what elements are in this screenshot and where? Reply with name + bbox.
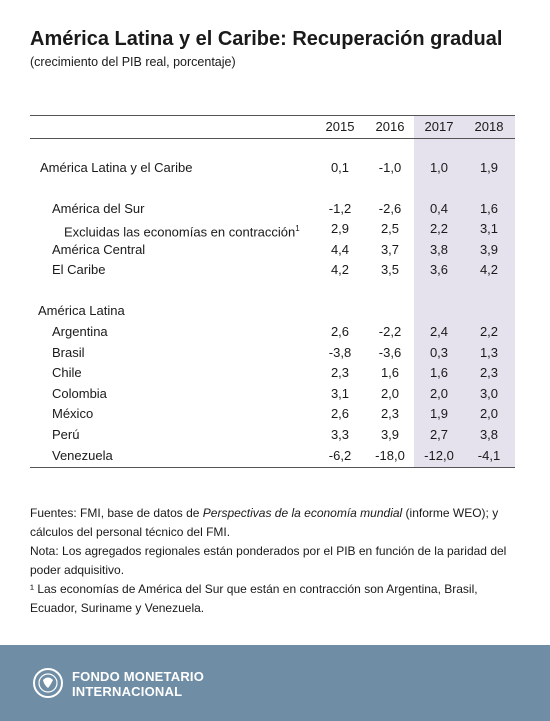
row-label-text: Venezuela [52, 448, 113, 463]
cell-value: 4,4 [330, 242, 350, 257]
cell-value: 2,0 [429, 386, 449, 401]
subtitle: (crecimiento del PIB real, porcentaje) [30, 55, 236, 69]
highlight-columns [414, 116, 515, 467]
cell-value: -2,6 [378, 201, 402, 216]
note: ¹ Las economías de América del Sur que e… [30, 580, 510, 618]
cell-value: 1,6 [479, 201, 499, 216]
cell-value: 1,0 [429, 160, 449, 175]
row-label-text: Brasil [52, 345, 85, 360]
row-label-text: Excluidas las economías en contracción [64, 224, 296, 240]
cell-value: 3,8 [429, 242, 449, 257]
cell-value: 4,2 [479, 262, 499, 277]
note-text: Nota: Los agregados regionales están pon… [30, 544, 507, 577]
cell-value: -1,0 [378, 160, 402, 175]
cell-value: 2,2 [429, 221, 449, 236]
cell-value: 2,2 [479, 324, 499, 339]
cell-value: 0,1 [330, 160, 350, 175]
cell-value: 2,3 [479, 365, 499, 380]
cell-value: 2,5 [380, 221, 400, 236]
note: Fuentes: FMI, base de datos de Perspecti… [30, 504, 510, 542]
cell-value: 3,7 [380, 242, 400, 257]
row-label: Excluidas las economías en contracción1 [64, 221, 300, 240]
row-label-text: Colombia [52, 386, 107, 401]
cell-value: 2,6 [330, 406, 350, 421]
cell-value: 3,6 [429, 262, 449, 277]
cell-value: 2,0 [380, 386, 400, 401]
row-label: América del Sur [52, 201, 144, 217]
cell-value: 1,3 [479, 345, 499, 360]
cell-value: -2,2 [378, 324, 402, 339]
cell-value: -1,2 [328, 201, 352, 216]
org-name: INTERNACIONAL [72, 684, 183, 699]
row-label: Brasil [52, 345, 85, 361]
cell-value: -3,6 [378, 345, 402, 360]
row-label-text: América Latina y el Caribe [40, 160, 193, 175]
row-label: Argentina [52, 324, 108, 340]
cell-value: 3,0 [479, 386, 499, 401]
row-label-text: América Central [52, 242, 146, 257]
cell-value: -3,8 [328, 345, 352, 360]
note-text: Perspectivas de la economía mundial [202, 506, 403, 520]
cell-value: 3,9 [479, 242, 499, 257]
row-label: Colombia [52, 386, 107, 402]
cell-value: 2,6 [330, 324, 350, 339]
row-label-text: Chile [52, 365, 82, 380]
cell-value: -6,2 [328, 448, 352, 463]
cell-value: 2,3 [330, 365, 350, 380]
column-header: 2017 [424, 119, 454, 134]
rule [30, 115, 515, 116]
row-label: América Latina y el Caribe [40, 160, 192, 176]
row-label-text: Argentina [52, 324, 108, 339]
logo [33, 668, 63, 698]
row-label: El Caribe [52, 262, 105, 278]
row-label-text: El Caribe [52, 262, 106, 277]
footer: FONDO MONETARIO INTERNACIONAL [0, 645, 550, 721]
note-text: (informe WEO); y cálculos del personal t… [30, 506, 499, 539]
cell-value: 3,1 [330, 386, 350, 401]
cell-value: 2,4 [429, 324, 449, 339]
cell-value: 4,2 [330, 262, 350, 277]
cell-value: 1,9 [429, 406, 449, 421]
note-text: ¹ Las economías de América del Sur que e… [30, 582, 478, 615]
cell-value: 3,5 [380, 262, 400, 277]
cell-value: 3,8 [479, 427, 499, 442]
row-label-text: América del Sur [52, 201, 145, 216]
row-label: Chile [52, 365, 82, 381]
row-label: México [52, 406, 93, 422]
row-label-text: México [52, 406, 94, 421]
cell-value: 3,9 [380, 427, 400, 442]
title: América Latina y el Caribe: Recuperación… [30, 28, 503, 50]
cell-value: 0,3 [429, 345, 449, 360]
row-label-text: Perú [52, 427, 80, 442]
cell-value: 1,6 [429, 365, 449, 380]
note: Nota: Los agregados regionales están pon… [30, 542, 510, 580]
rule [30, 467, 515, 468]
cell-value: 2,3 [380, 406, 400, 421]
cell-value: 2,9 [330, 221, 350, 236]
row-label: Venezuela [52, 448, 113, 464]
column-header: 2015 [325, 119, 355, 134]
cell-value: -4,1 [477, 448, 501, 463]
rule [30, 138, 515, 139]
row-label: América Latina [38, 303, 125, 319]
column-header: 2018 [474, 119, 504, 134]
cell-value: 1,9 [479, 160, 499, 175]
cell-value: 1,6 [380, 365, 400, 380]
notes: Fuentes: FMI, base de datos de Perspecti… [30, 504, 510, 618]
cell-value: 2,0 [479, 406, 499, 421]
row-label: Perú [52, 427, 79, 443]
cell-value: -18,0 [375, 448, 405, 463]
column-header: 2016 [375, 119, 405, 134]
cell-value: 3,3 [330, 427, 350, 442]
row-label-text: América Latina [38, 303, 125, 318]
org-name: FONDO MONETARIO [72, 669, 205, 684]
cell-value: 2,7 [429, 427, 449, 442]
row-label: América Central [52, 242, 145, 258]
footnote-ref: 1 [295, 224, 300, 233]
cell-value: 0,4 [429, 201, 449, 216]
cell-value: 3,1 [479, 221, 499, 236]
note-text: Fuentes: FMI, base de datos de [30, 506, 203, 520]
cell-value: -12,0 [424, 448, 454, 463]
